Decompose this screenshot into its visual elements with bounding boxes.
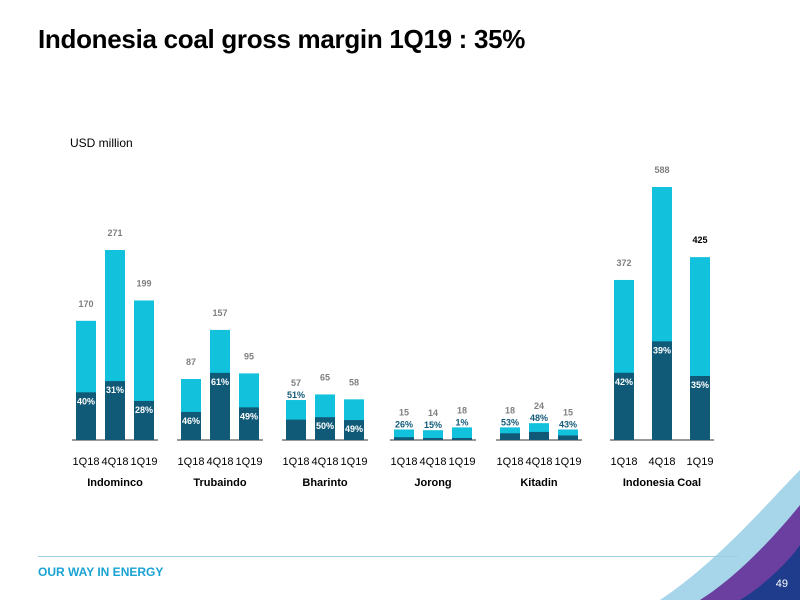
margin-label: 26% bbox=[395, 419, 413, 429]
value-label: 18 bbox=[457, 405, 467, 415]
value-label: 65 bbox=[320, 372, 330, 382]
period-label: 1Q19 bbox=[555, 456, 582, 468]
margin-bar bbox=[558, 435, 578, 440]
group-label: Trubaindo bbox=[193, 477, 246, 489]
revenue-bar bbox=[394, 429, 414, 440]
revenue-bar bbox=[452, 427, 472, 440]
period-label: 1Q18 bbox=[283, 456, 310, 468]
value-label: 372 bbox=[616, 258, 631, 268]
group-label: Indominco bbox=[87, 477, 143, 489]
margin-bar bbox=[529, 431, 549, 440]
margin-label: 61% bbox=[211, 377, 229, 387]
margin-bar bbox=[423, 438, 443, 440]
margin-label: 50% bbox=[316, 421, 334, 431]
group-label: Indonesia Coal bbox=[623, 477, 701, 489]
margin-bar bbox=[394, 437, 414, 440]
margin-bar bbox=[690, 375, 710, 440]
group-label: Jorong bbox=[414, 477, 451, 489]
period-label: 4Q18 bbox=[420, 456, 447, 468]
value-label: 18 bbox=[505, 405, 515, 415]
group-label: Bharinto bbox=[302, 477, 348, 489]
margin-bar bbox=[614, 372, 634, 440]
value-label: 57 bbox=[291, 378, 301, 388]
margin-label: 42% bbox=[615, 377, 633, 387]
margin-bar bbox=[652, 341, 672, 440]
margin-label: 49% bbox=[345, 424, 363, 434]
period-label: 1Q19 bbox=[341, 456, 368, 468]
period-label: 1Q19 bbox=[236, 456, 263, 468]
margin-label: 43% bbox=[559, 419, 577, 429]
margin-label: 39% bbox=[653, 345, 671, 355]
margin-label: 53% bbox=[501, 417, 519, 427]
period-label: 1Q18 bbox=[178, 456, 205, 468]
margin-label: 48% bbox=[530, 413, 548, 423]
margin-bar bbox=[105, 381, 125, 440]
revenue-bar bbox=[558, 429, 578, 440]
margin-bar bbox=[286, 419, 306, 440]
period-label: 1Q19 bbox=[687, 456, 714, 468]
group-label: Kitadin bbox=[520, 477, 558, 489]
unit-label: USD million bbox=[70, 136, 133, 150]
value-label: 199 bbox=[136, 278, 151, 288]
footer-tagline: OUR WAY IN ENERGY bbox=[38, 565, 164, 579]
value-label: 14 bbox=[428, 408, 438, 418]
corner-swoosh-blue bbox=[740, 545, 800, 600]
period-label: 1Q18 bbox=[73, 456, 100, 468]
period-label: 1Q18 bbox=[497, 456, 524, 468]
period-label: 1Q18 bbox=[391, 456, 418, 468]
margin-label: 1% bbox=[455, 417, 468, 427]
margin-bar bbox=[500, 433, 520, 440]
value-label: 58 bbox=[349, 377, 359, 387]
margin-label: 35% bbox=[691, 380, 709, 390]
margin-bar bbox=[239, 407, 259, 440]
margin-bar bbox=[210, 372, 230, 440]
margin-label: 51% bbox=[287, 390, 305, 400]
margin-label: 31% bbox=[106, 385, 124, 395]
margin-label: 46% bbox=[182, 416, 200, 426]
margin-label: 40% bbox=[77, 396, 95, 406]
page-number: 49 bbox=[775, 578, 788, 590]
value-label: 24 bbox=[534, 401, 544, 411]
value-label: 425 bbox=[692, 235, 707, 245]
margin-bar bbox=[344, 420, 364, 440]
margin-bar bbox=[452, 438, 472, 440]
margin-label: 49% bbox=[240, 411, 258, 421]
gross-margin-chart: 170 40% 1Q18 271 31% 4Q18 199 28% 1Q19 Indominco 8… bbox=[72, 165, 714, 489]
value-label: 588 bbox=[654, 165, 669, 175]
period-label: 4Q18 bbox=[312, 456, 339, 468]
margin-label: 28% bbox=[135, 405, 153, 415]
value-label: 271 bbox=[107, 228, 122, 238]
revenue-bar bbox=[423, 430, 443, 440]
value-label: 87 bbox=[186, 357, 196, 367]
period-label: 4Q18 bbox=[102, 456, 129, 468]
page-title: Indonesia coal gross margin 1Q19 : 35% bbox=[38, 24, 526, 54]
value-label: 95 bbox=[244, 351, 254, 361]
period-label: 1Q19 bbox=[449, 456, 476, 468]
period-label: 1Q18 bbox=[611, 456, 638, 468]
value-label: 15 bbox=[399, 407, 409, 417]
value-label: 157 bbox=[212, 308, 227, 318]
margin-label: 15% bbox=[424, 420, 442, 430]
period-label: 4Q18 bbox=[207, 456, 234, 468]
value-label: 15 bbox=[563, 407, 573, 417]
margin-bar bbox=[134, 400, 154, 440]
margin-bar bbox=[315, 417, 335, 440]
period-label: 4Q18 bbox=[649, 456, 676, 468]
period-label: 1Q19 bbox=[131, 456, 158, 468]
margin-bar bbox=[181, 411, 201, 440]
period-label: 4Q18 bbox=[526, 456, 553, 468]
footer-divider bbox=[38, 556, 738, 557]
margin-bar bbox=[76, 392, 96, 440]
value-label: 170 bbox=[78, 299, 93, 309]
